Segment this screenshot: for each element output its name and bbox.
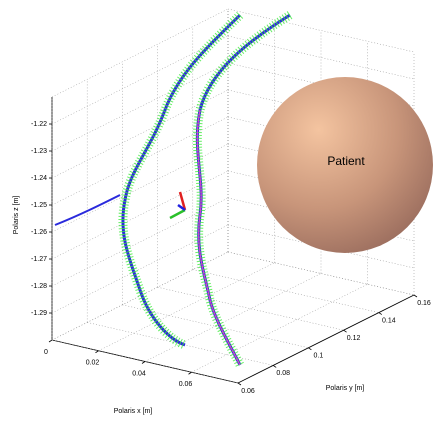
y-tick <box>344 330 347 332</box>
trajectory-left-frames <box>123 15 240 345</box>
y-tick <box>308 348 311 350</box>
x-tick-label: 0.02 <box>86 360 100 367</box>
x-axis-label: Polaris x [m] <box>114 408 153 415</box>
z-tick-label: -1.28 <box>31 283 47 290</box>
y-axis-line <box>238 295 414 383</box>
x-tick-label: 0.04 <box>132 370 146 377</box>
y-tick-label: 0.12 <box>347 335 361 342</box>
y-tick <box>414 295 417 297</box>
grid-line <box>158 287 344 330</box>
grid-line <box>99 263 275 351</box>
z-tick-label: -1.25 <box>31 202 47 209</box>
z-tick-label: -1.23 <box>31 148 47 155</box>
y-tick-label: 0.08 <box>276 370 290 377</box>
x-tick <box>189 372 192 374</box>
z-axis-label: Polaris z [m] <box>13 196 20 235</box>
chart: Patient Polaris x [m] Polaris y [m] Pola… <box>0 0 437 422</box>
y-tick <box>379 313 382 315</box>
z-tick-label: -1.26 <box>31 229 47 236</box>
trajectories <box>55 15 290 365</box>
x-tick-label: 0.06 <box>179 381 193 388</box>
x-tick-label: 0 <box>44 349 48 356</box>
trajectory-center <box>197 110 240 365</box>
z-tick-label: -1.27 <box>31 256 47 263</box>
y-tick <box>273 365 276 367</box>
box-edge <box>228 9 414 52</box>
x-tick <box>96 351 99 353</box>
y-tick-label: 0.16 <box>417 300 431 307</box>
trajectory-branch <box>55 195 120 225</box>
z-tick-label: -1.29 <box>31 310 47 317</box>
y-axis-label: Polaris y [m] <box>326 385 365 392</box>
y-tick-label: 0.14 <box>382 317 396 324</box>
y-tick-label: 0.1 <box>314 353 324 360</box>
y-tick-label: 0.06 <box>241 388 255 395</box>
z-tick-label: -1.24 <box>31 175 47 182</box>
y-tick <box>238 383 241 385</box>
x-tick <box>142 362 145 364</box>
patient-label: Patient <box>327 154 365 168</box>
z-tick-label: -1.22 <box>31 121 47 128</box>
x-tick <box>49 340 52 342</box>
frame-axis-x <box>170 210 185 218</box>
grid-line <box>193 270 379 313</box>
